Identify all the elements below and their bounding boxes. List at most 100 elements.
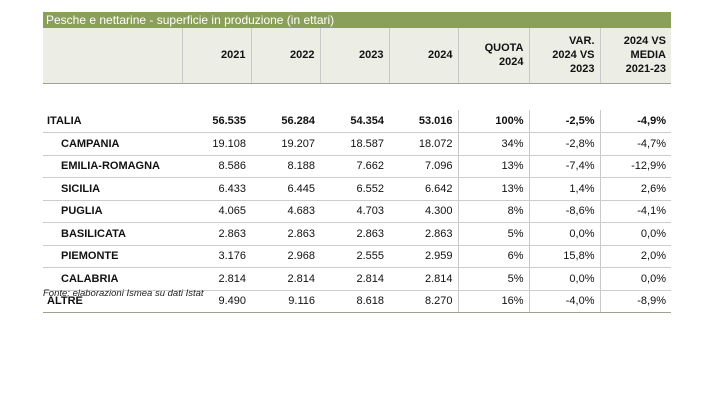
cell-2023: 2.555 xyxy=(320,245,389,268)
cell-media: -4,7% xyxy=(599,132,671,156)
cell-2023: 4.703 xyxy=(320,200,389,223)
cell-media: -12,9% xyxy=(599,155,671,178)
cell-var: -2,5% xyxy=(528,110,600,133)
row-name: CALABRIA xyxy=(43,267,182,291)
row-name: ALTRE xyxy=(43,290,182,313)
cell-var: -4,0% xyxy=(528,290,600,313)
cell-2021: 2.863 xyxy=(182,222,251,246)
cell-2022: 4.683 xyxy=(251,200,320,223)
table-row: EMILIA-ROMAGNA 8.586 8.188 7.662 7.096 1… xyxy=(43,155,671,178)
cell-2021: 3.176 xyxy=(182,245,251,268)
header-quota: QUOTA 2024 xyxy=(457,28,529,84)
header-row: 2021 2022 2023 2024 QUOTA 2024 VAR. 2024 V… xyxy=(43,28,671,84)
cell-media: 2,0% xyxy=(599,245,671,268)
cell-2024: 7.096 xyxy=(389,155,458,178)
cell-quota: 13% xyxy=(457,177,529,201)
cell-2021: 9.490 xyxy=(182,290,251,313)
header-2021: 2021 xyxy=(181,28,251,84)
cell-media: -8,9% xyxy=(599,290,671,313)
cell-var: 0,0% xyxy=(528,222,600,246)
cell-2022: 9.116 xyxy=(251,290,320,313)
cell-2024: 2.814 xyxy=(389,267,458,291)
data-table: 2021 2022 2023 2024 QUOTA 2024 VAR. 2024 V… xyxy=(43,28,671,313)
cell-2021: 56.535 xyxy=(182,110,251,133)
cell-2021: 6.433 xyxy=(182,177,251,201)
table-row-italia: ITALIA 56.535 56.284 54.354 53.016 100% … xyxy=(43,110,671,133)
cell-var: 0,0% xyxy=(528,267,600,291)
cell-media: 0,0% xyxy=(599,267,671,291)
table-row-altre: ALTRE 9.490 9.116 8.618 8.270 16% -4,0% … xyxy=(43,290,671,313)
cell-2024: 53.016 xyxy=(389,110,458,133)
cell-2023: 2.863 xyxy=(320,222,389,246)
cell-2023: 2.814 xyxy=(320,267,389,291)
header-region xyxy=(43,28,182,84)
cell-2023: 8.618 xyxy=(320,290,389,313)
table-row: BASILICATA 2.863 2.863 2.863 2.863 5% 0,… xyxy=(43,222,671,246)
header-var-line1: VAR. xyxy=(569,35,595,48)
header-media-line3: 2021-23 xyxy=(625,63,666,76)
cell-quota: 5% xyxy=(457,222,529,246)
cell-quota: 34% xyxy=(457,132,529,156)
cell-media: -4,9% xyxy=(599,110,671,133)
header-2024: 2024 xyxy=(388,28,458,84)
cell-var: -7,4% xyxy=(528,155,600,178)
cell-2022: 8.188 xyxy=(251,155,320,178)
row-name: EMILIA-ROMAGNA xyxy=(43,155,182,178)
cell-var: 15,8% xyxy=(528,245,600,268)
cell-media: -4,1% xyxy=(599,200,671,223)
table-row: PUGLIA 4.065 4.683 4.703 4.300 8% -8,6% … xyxy=(43,200,671,223)
cell-2021: 8.586 xyxy=(182,155,251,178)
header-var-line2: 2024 VS xyxy=(552,49,595,62)
cell-var: 1,4% xyxy=(528,177,600,201)
cell-media: 2,6% xyxy=(599,177,671,201)
row-name: CAMPANIA xyxy=(43,132,182,156)
cell-2024: 18.072 xyxy=(389,132,458,156)
cell-2023: 6.552 xyxy=(320,177,389,201)
cell-2022: 56.284 xyxy=(251,110,320,133)
cell-var: -2,8% xyxy=(528,132,600,156)
table-title: Pesche e nettarine - superficie in produ… xyxy=(43,12,671,28)
cell-2023: 18.587 xyxy=(320,132,389,156)
cell-2023: 7.662 xyxy=(320,155,389,178)
cell-2024: 2.863 xyxy=(389,222,458,246)
cell-2022: 2.968 xyxy=(251,245,320,268)
cell-quota: 5% xyxy=(457,267,529,291)
cell-2024: 2.959 xyxy=(389,245,458,268)
header-media-line2: MEDIA xyxy=(630,49,666,62)
cell-quota: 8% xyxy=(457,200,529,223)
cell-2024: 6.642 xyxy=(389,177,458,201)
cell-2024: 8.270 xyxy=(389,290,458,313)
cell-2021: 19.108 xyxy=(182,132,251,156)
row-name: PIEMONTE xyxy=(43,245,182,268)
header-2022: 2022 xyxy=(250,28,320,84)
cell-quota: 100% xyxy=(457,110,529,133)
source-note: Fonte: elaborazioni Ismea su dati Istat xyxy=(43,288,204,299)
header-var: VAR. 2024 VS 2023 xyxy=(528,28,600,84)
header-media: 2024 VS MEDIA 2021-23 xyxy=(599,28,671,84)
cell-quota: 13% xyxy=(457,155,529,178)
row-name: SICILIA xyxy=(43,177,182,201)
cell-2024: 4.300 xyxy=(389,200,458,223)
header-var-line3: 2023 xyxy=(570,63,595,76)
table-row: PIEMONTE 3.176 2.968 2.555 2.959 6% 15,8… xyxy=(43,245,671,268)
header-quota-line1: QUOTA xyxy=(484,42,524,55)
row-name: PUGLIA xyxy=(43,200,182,223)
row-name: BASILICATA xyxy=(43,222,182,246)
header-quota-line2: 2024 xyxy=(499,56,524,69)
cell-media: 0,0% xyxy=(599,222,671,246)
cell-2021: 2.814 xyxy=(182,267,251,291)
cell-quota: 6% xyxy=(457,245,529,268)
row-name: ITALIA xyxy=(43,110,182,133)
cell-2022: 2.863 xyxy=(251,222,320,246)
table-row: CAMPANIA 19.108 19.207 18.587 18.072 34%… xyxy=(43,132,671,156)
cell-2021: 4.065 xyxy=(182,200,251,223)
cell-2022: 2.814 xyxy=(251,267,320,291)
header-media-line1: 2024 VS xyxy=(623,35,666,48)
cell-2022: 19.207 xyxy=(251,132,320,156)
header-2023: 2023 xyxy=(319,28,389,84)
table-row: SICILIA 6.433 6.445 6.552 6.642 13% 1,4%… xyxy=(43,177,671,201)
table-row: CALABRIA 2.814 2.814 2.814 2.814 5% 0,0%… xyxy=(43,267,671,291)
cell-var: -8,6% xyxy=(528,200,600,223)
cell-quota: 16% xyxy=(457,290,529,313)
spacer-row xyxy=(43,83,671,110)
